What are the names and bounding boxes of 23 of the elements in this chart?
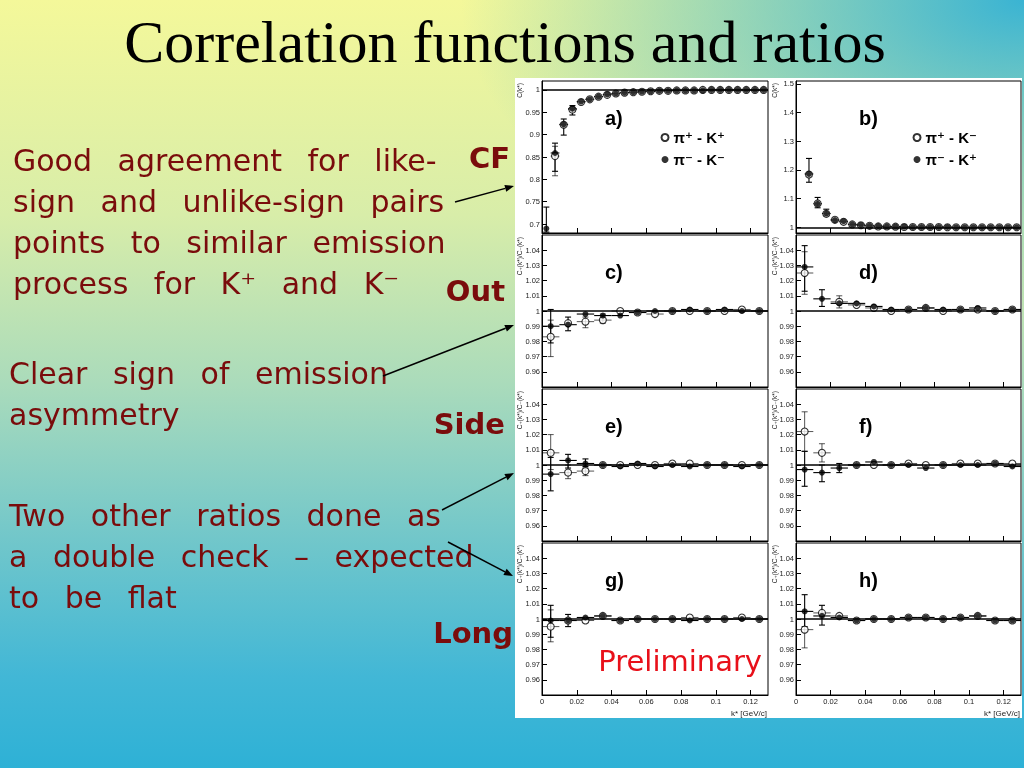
text: Side xyxy=(432,407,505,441)
text: Clear sign of emission asymmetry xyxy=(9,356,388,432)
annotation: h) xyxy=(859,569,878,591)
text: CF xyxy=(468,141,510,175)
text: Good agreement for like-sign and unlike-sign pairs points to similar emission process for K⁺ and K⁻ xyxy=(13,143,446,301)
annotation: a) xyxy=(605,107,623,129)
legend-label: π⁻ - K⁻ xyxy=(673,151,725,168)
legend-label: π⁺ - K⁻ xyxy=(925,129,977,146)
text: Out xyxy=(445,274,505,308)
annotation: Preliminary xyxy=(598,643,762,678)
annotation: d) xyxy=(859,261,878,283)
annotation: e) xyxy=(605,415,623,437)
x-axis-title: k* [GeV/c] xyxy=(983,708,1020,718)
text: Long xyxy=(432,616,513,650)
legend-label: π⁺ - K⁺ xyxy=(673,129,725,146)
annotation: c) xyxy=(605,261,623,283)
text: Two other ratios done as a double check – expected to be flat xyxy=(9,498,474,615)
text: Correlation functions and ratios xyxy=(124,9,886,75)
legend-label: π⁻ - K⁺ xyxy=(925,151,977,168)
annotation: g) xyxy=(605,569,624,591)
x-axis-title: k* [GeV/c] xyxy=(730,708,767,718)
annotation: b) xyxy=(859,107,878,129)
annotation: f) xyxy=(859,415,873,437)
